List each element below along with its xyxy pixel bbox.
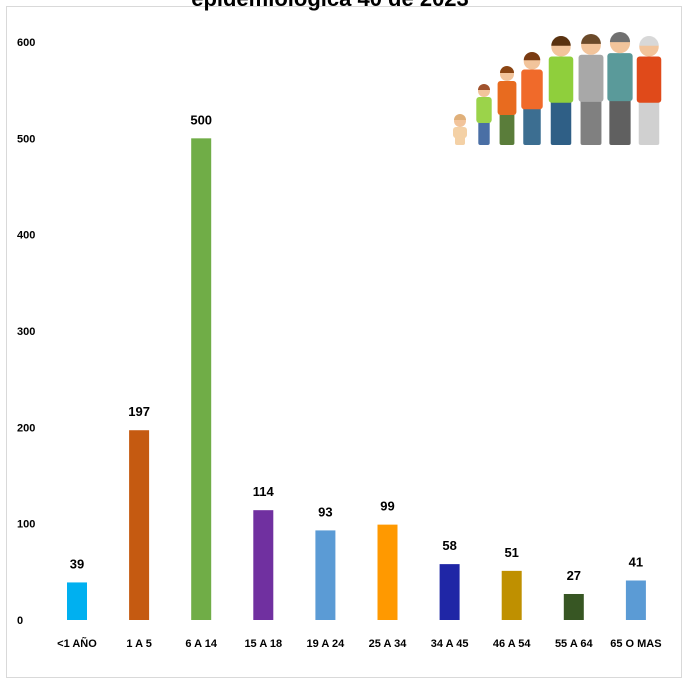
y-axis: 0 100 200 300 400 500 600 bbox=[17, 37, 35, 627]
person-figure bbox=[497, 65, 517, 145]
bar bbox=[377, 524, 398, 620]
y-tick-label: 400 bbox=[17, 230, 35, 242]
x-tick-label: 46 A 54 bbox=[493, 638, 532, 650]
y-tick-label: 200 bbox=[17, 422, 35, 434]
person-figure bbox=[578, 33, 604, 145]
y-tick-label: 300 bbox=[17, 326, 35, 338]
y-tick-label: 0 bbox=[17, 615, 23, 627]
bar bbox=[253, 510, 274, 620]
person-figure bbox=[548, 36, 574, 145]
data-labels: 39 197 500 114 93 99 58 51 27 41 bbox=[70, 112, 643, 583]
data-label: 27 bbox=[567, 568, 581, 583]
bar bbox=[563, 593, 584, 620]
person-figure bbox=[607, 31, 633, 145]
x-tick-label: 25 A 34 bbox=[369, 638, 408, 650]
bar bbox=[129, 430, 150, 620]
data-label: 93 bbox=[318, 504, 332, 519]
x-tick-label: 19 A 24 bbox=[307, 638, 346, 650]
y-tick-label: 500 bbox=[17, 133, 35, 145]
x-axis-labels: <1 AÑO 1 A 5 6 A 14 15 A 18 19 A 24 25 A 34 34… bbox=[57, 637, 661, 650]
data-label: 41 bbox=[629, 555, 643, 570]
data-label: 114 bbox=[253, 484, 275, 499]
bar bbox=[501, 570, 522, 620]
y-tick-label: 100 bbox=[17, 519, 35, 531]
chart-frame bbox=[6, 6, 682, 678]
person-figure bbox=[521, 52, 543, 145]
x-tick-label: 15 A 18 bbox=[244, 638, 282, 650]
x-tick-label: 1 A 5 bbox=[126, 638, 151, 650]
family-ages-illustration bbox=[453, 31, 662, 145]
bar bbox=[625, 580, 646, 620]
data-label: 99 bbox=[380, 499, 394, 514]
bar bbox=[439, 564, 460, 620]
bars bbox=[67, 138, 646, 621]
x-tick-label: 34 A 45 bbox=[431, 638, 469, 650]
x-tick-label: 55 A 64 bbox=[555, 638, 594, 650]
y-tick-label: 600 bbox=[17, 37, 35, 49]
data-label: 500 bbox=[190, 112, 212, 127]
data-label: 58 bbox=[442, 538, 456, 553]
person-figure bbox=[636, 36, 662, 145]
bar bbox=[315, 530, 336, 620]
chart-title: epidemiológica 40 de 2023 bbox=[120, 0, 540, 12]
bar bbox=[191, 138, 212, 621]
x-tick-label: 6 A 14 bbox=[185, 638, 217, 650]
person-figure bbox=[476, 84, 492, 145]
x-tick-label: 65 O MAS bbox=[610, 638, 661, 650]
bar bbox=[67, 582, 87, 620]
data-label: 51 bbox=[504, 545, 518, 560]
x-tick-label: <1 AÑO bbox=[57, 637, 97, 650]
person-figure bbox=[453, 114, 467, 145]
data-label: 39 bbox=[70, 556, 84, 571]
data-label: 197 bbox=[128, 404, 150, 419]
